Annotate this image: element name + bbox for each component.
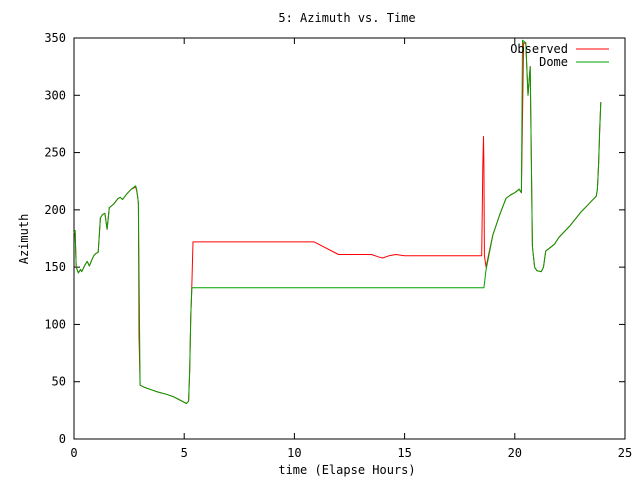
y-tick-label: 200 [44,203,66,217]
y-tick-label: 100 [44,317,66,331]
x-tick-label: 20 [508,446,522,460]
y-tick-label: 150 [44,260,66,274]
x-tick-label: 10 [287,446,301,460]
y-tick-label: 300 [44,88,66,102]
chart-title: 5: Azimuth vs. Time [278,11,415,25]
series-lines [73,39,602,404]
y-tick-label: 350 [44,31,66,45]
x-axis-label: time (Elapse Hours) [278,463,415,477]
y-tick-label: 250 [44,146,66,160]
legend-label-observed: Observed [510,42,568,56]
y-tick-label: 50 [52,375,66,389]
x-tick-label: 5 [181,446,188,460]
plot-frame [73,37,626,440]
series-line-dome [73,39,602,404]
x-tick-label: 15 [397,446,411,460]
x-tick-label: 25 [618,446,632,460]
y-axis-label: Azimuth [17,214,31,265]
y-tick-label: 0 [59,432,66,446]
x-tick-label: 0 [70,446,77,460]
legend-label-dome: Dome [539,55,568,69]
